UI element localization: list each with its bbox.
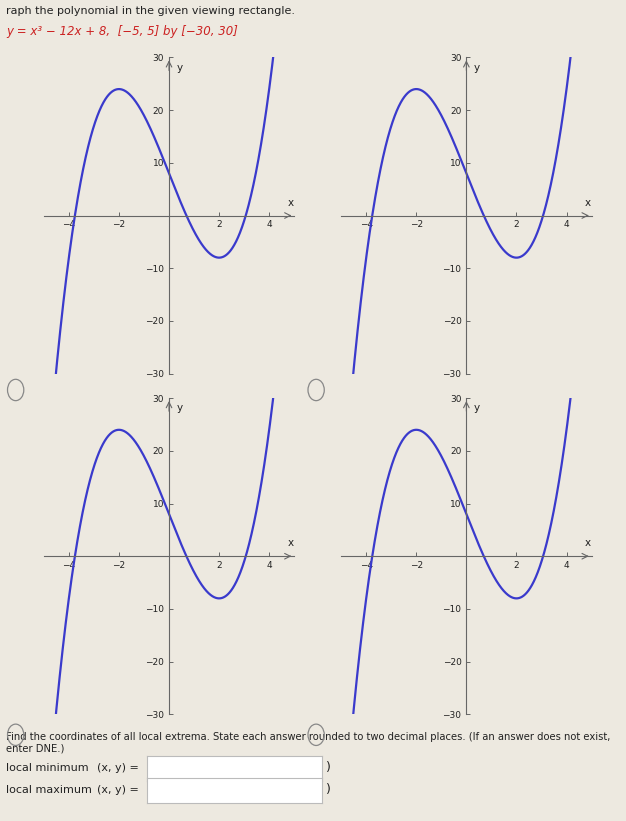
Text: ): ) bbox=[326, 783, 331, 796]
Text: (x, y) =: (x, y) = bbox=[97, 785, 139, 795]
Text: y = x³ − 12x + 8,  [−5, 5] by [−30, 30]: y = x³ − 12x + 8, [−5, 5] by [−30, 30] bbox=[6, 25, 238, 38]
Text: x: x bbox=[287, 539, 294, 548]
Text: x: x bbox=[287, 198, 294, 208]
Text: ): ) bbox=[326, 761, 331, 774]
Text: y: y bbox=[177, 62, 183, 73]
Text: local minimum: local minimum bbox=[6, 763, 89, 773]
Text: y: y bbox=[474, 403, 480, 414]
Text: y: y bbox=[474, 62, 480, 73]
Text: x: x bbox=[585, 539, 591, 548]
Text: (x, y) =: (x, y) = bbox=[97, 763, 139, 773]
Text: x: x bbox=[585, 198, 591, 208]
Text: raph the polynomial in the given viewing rectangle.: raph the polynomial in the given viewing… bbox=[6, 6, 295, 16]
Text: Find the coordinates of all local extrema. State each answer rounded to two deci: Find the coordinates of all local extrem… bbox=[6, 732, 610, 754]
Text: local maximum: local maximum bbox=[6, 785, 92, 795]
Text: y: y bbox=[177, 403, 183, 414]
